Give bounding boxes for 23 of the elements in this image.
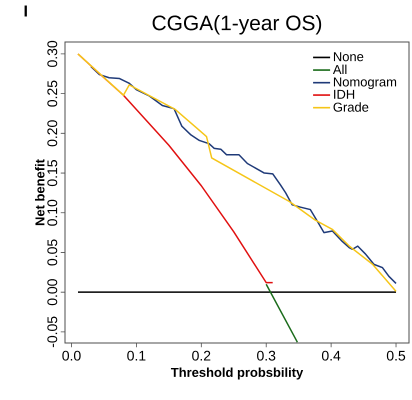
x-axis-title: Threshold probsbility	[170, 367, 304, 380]
legend-label: Grade	[334, 102, 368, 112]
x-tick-label: 0.4	[322, 350, 340, 361]
y-tick-label: 0.10	[47, 200, 58, 226]
y-axis-title: Net benefit	[34, 159, 45, 226]
y-tick-label: 0.30	[47, 40, 58, 67]
y-tick-label: 0.25	[47, 80, 58, 107]
y-tick-label: -0.05	[47, 316, 58, 348]
x-tick-label: 0.0	[62, 350, 81, 361]
legend-label: All	[332, 64, 346, 74]
y-tick-label: 0.00	[47, 279, 58, 306]
legend-label: Nomogram	[334, 77, 396, 90]
text: I	[24, 6, 27, 16]
y-tick-label: 0.05	[47, 239, 58, 266]
x-tick-label: 0.3	[257, 350, 276, 361]
y-tick-label: 0.15	[47, 160, 58, 186]
x-tick-label: 0.2	[192, 350, 210, 361]
x-tick-label: 0.5	[386, 350, 406, 361]
legend-label: IDH	[334, 90, 354, 99]
y-tick-label: 0.20	[47, 120, 58, 146]
legend-label: None	[334, 52, 364, 62]
x-tick-label: 0.1	[127, 350, 146, 361]
chart-title: CGGA(1-year OS)	[152, 15, 322, 34]
